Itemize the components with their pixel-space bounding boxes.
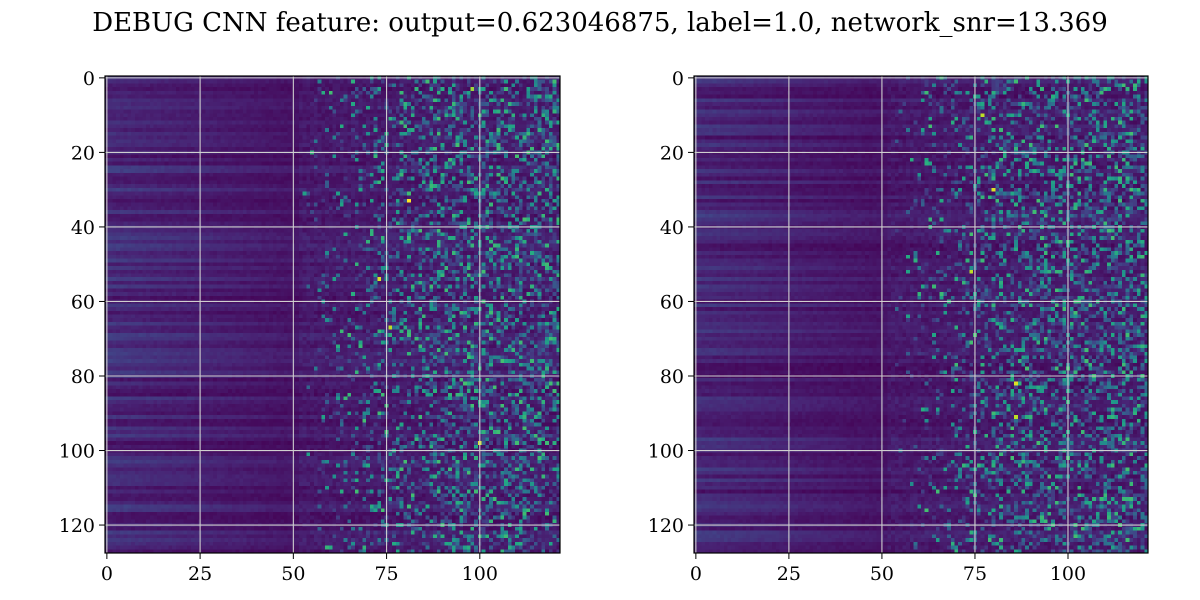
heatmap-image bbox=[694, 76, 1148, 553]
x-tick-label: 50 bbox=[281, 563, 305, 585]
y-tick-label: 40 bbox=[71, 217, 95, 239]
x-tick-label: 100 bbox=[462, 563, 498, 585]
x-tick-label: 100 bbox=[1050, 563, 1086, 585]
x-tick-label: 25 bbox=[777, 563, 801, 585]
y-tick-label: 120 bbox=[648, 515, 684, 537]
y-tick-label: 60 bbox=[660, 291, 684, 313]
y-tick-label: 120 bbox=[59, 515, 95, 537]
y-tick-label: 0 bbox=[672, 68, 684, 90]
y-tick-label: 80 bbox=[660, 366, 684, 388]
heatmap-image bbox=[105, 76, 560, 553]
y-tick-label: 40 bbox=[660, 217, 684, 239]
heatmap-panel-right: 0 25 50 75 100 0 20 40 60 80 100 120 bbox=[648, 68, 1149, 585]
x-tick-label: 75 bbox=[963, 563, 987, 585]
heatmap-panel-left: 0 25 50 75 100 0 20 40 60 80 100 120 bbox=[59, 68, 561, 585]
y-tick-label: 20 bbox=[71, 142, 95, 164]
x-tick-label: 50 bbox=[870, 563, 894, 585]
x-tick-label: 0 bbox=[690, 563, 702, 585]
plot-frame bbox=[693, 75, 1149, 554]
x-tick-label: 25 bbox=[188, 563, 212, 585]
y-tick-label: 60 bbox=[71, 291, 95, 313]
plot-frame bbox=[104, 75, 561, 554]
x-tick-label: 75 bbox=[374, 563, 398, 585]
x-tick-label: 0 bbox=[101, 563, 113, 585]
figure-title: DEBUG CNN feature: output=0.623046875, l… bbox=[92, 8, 1108, 38]
y-tick-label: 100 bbox=[59, 441, 95, 463]
y-tick-label: 20 bbox=[660, 142, 684, 164]
y-tick-label: 0 bbox=[83, 68, 95, 90]
y-tick-label: 80 bbox=[71, 366, 95, 388]
y-tick-label: 100 bbox=[648, 441, 684, 463]
